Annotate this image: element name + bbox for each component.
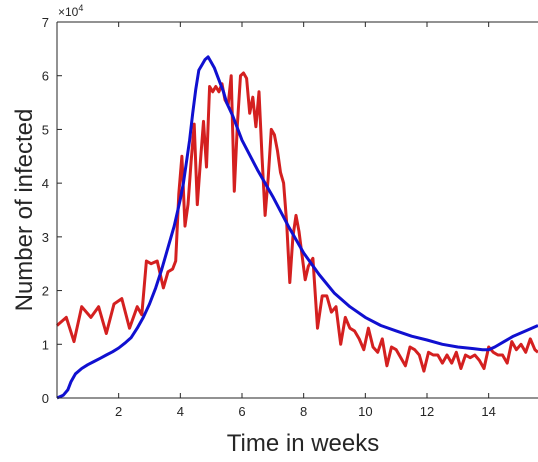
- x-ticks: 2 4 6 8 10 12 14: [115, 22, 496, 419]
- plot-area: [57, 22, 538, 398]
- y-axis-title: Number of infected: [11, 109, 38, 312]
- x-tick-label: 14: [481, 404, 495, 419]
- x-tick-label: 10: [358, 404, 372, 419]
- y-tick-label: 4: [42, 176, 49, 191]
- x-tick-label: 8: [300, 404, 307, 419]
- y-tick-label: 7: [42, 15, 49, 30]
- y-tick-label: 0: [42, 391, 49, 406]
- x-axis-title: Time in weeks: [227, 430, 379, 457]
- y-ticks: 0 1 2 3 4 5 6 7: [42, 15, 62, 406]
- x-tick-label: 4: [177, 404, 184, 419]
- x-tick-label: 2: [115, 404, 122, 419]
- y-tick-label: 2: [42, 284, 49, 299]
- x-tick-label: 6: [238, 404, 245, 419]
- y-axis-exponent: ×104: [58, 3, 83, 19]
- y-tick-label: 5: [42, 122, 49, 137]
- series-layer: [56, 55, 538, 400]
- y-tick-label: 6: [42, 69, 49, 84]
- y-tick-label: 1: [42, 337, 49, 352]
- series-line-2: [56, 55, 538, 400]
- series-line-1: [56, 71, 538, 373]
- x-tick-label: 12: [420, 404, 434, 419]
- y-tick-label: 3: [42, 230, 49, 245]
